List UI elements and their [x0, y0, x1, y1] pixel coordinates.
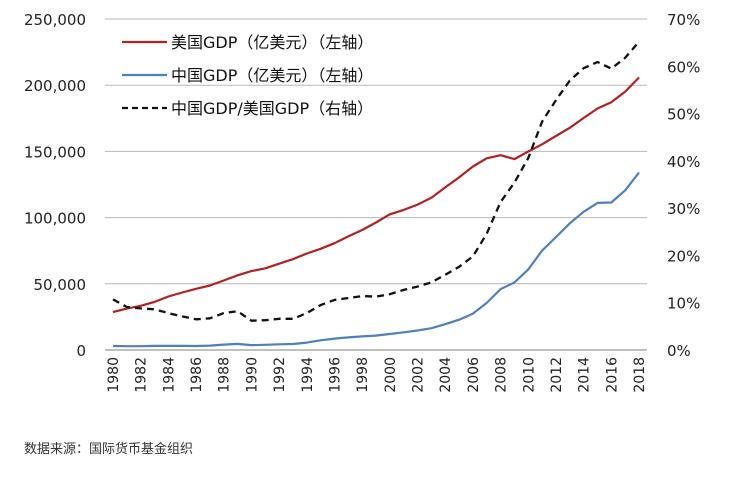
- x-tick-label: 2018: [632, 357, 648, 393]
- x-tick-label: 2004: [438, 357, 454, 393]
- left-tick-label: 200,000: [24, 77, 86, 95]
- right-tick-label: 70%: [667, 11, 700, 29]
- x-tick-label: 2008: [494, 357, 510, 393]
- x-tick-label: 2000: [383, 357, 399, 393]
- x-axis-ticks: 1980 1982 1984 1986 1988 1990 1992 1994 1996 1998…: [105, 349, 648, 393]
- left-axis-ticks: 0 50,000 100,000 150,000 200,000 250,000: [24, 11, 86, 360]
- gridlines: [105, 18, 647, 285]
- series-line-0: [112, 76, 640, 314]
- right-tick-label: 20%: [667, 247, 700, 265]
- x-tick-label: 2012: [549, 357, 565, 393]
- left-tick-label: 0: [76, 342, 86, 360]
- x-tick-label: 2010: [521, 357, 537, 393]
- right-axis-ticks: 0% 10% 20% 30% 40% 50% 60% 70%: [667, 11, 700, 360]
- x-tick-label: 1982: [134, 357, 150, 393]
- legend-item-ratio: 中国GDP/美国GDP（右轴）: [122, 99, 373, 118]
- x-tick-label: 1994: [300, 357, 316, 393]
- right-tick-label: 40%: [667, 153, 700, 171]
- right-tick-label: 50%: [667, 106, 700, 124]
- x-tick-label: 1986: [189, 357, 205, 393]
- x-tick-label: 1992: [272, 357, 288, 393]
- x-tick-label: 2014: [577, 357, 593, 393]
- right-tick-label: 0%: [667, 342, 691, 360]
- x-tick-label: 1996: [327, 357, 343, 393]
- left-tick-label: 150,000: [24, 143, 86, 161]
- x-tick-label: 2006: [466, 357, 482, 393]
- series-line-2: [112, 40, 640, 322]
- legend-item-us-gdp: 美国GDP（亿美元）（左轴）: [122, 33, 373, 52]
- series-line-1: [112, 171, 640, 348]
- left-tick-label: 250,000: [24, 11, 86, 29]
- right-tick-label: 30%: [667, 200, 700, 218]
- x-tick-label: 1984: [161, 357, 177, 393]
- source-note: 数据来源：国际货币基金组织: [24, 442, 194, 457]
- legend-label-us-gdp: 美国GDP（亿美元）（左轴）: [171, 33, 373, 52]
- legend-label-ratio: 中国GDP/美国GDP（右轴）: [171, 99, 373, 118]
- legend-item-china-gdp: 中国GDP（亿美元）（左轴）: [122, 66, 373, 85]
- series-lines: [112, 40, 640, 348]
- x-tick-label: 2002: [411, 357, 427, 393]
- right-tick-label: 60%: [667, 58, 700, 76]
- x-tick-label: 1980: [106, 357, 122, 393]
- left-tick-label: 50,000: [34, 276, 87, 294]
- x-tick-label: 1998: [355, 357, 371, 393]
- left-tick-label: 100,000: [24, 210, 86, 228]
- x-tick-label: 1988: [217, 357, 233, 393]
- x-tick-label: 2016: [604, 357, 620, 393]
- x-tick-label: 1990: [244, 357, 260, 393]
- legend: 美国GDP（亿美元）（左轴） 中国GDP（亿美元）（左轴） 中国GDP/美国GD…: [122, 33, 373, 118]
- right-tick-label: 10%: [667, 295, 700, 313]
- legend-label-china-gdp: 中国GDP（亿美元）（左轴）: [171, 66, 373, 85]
